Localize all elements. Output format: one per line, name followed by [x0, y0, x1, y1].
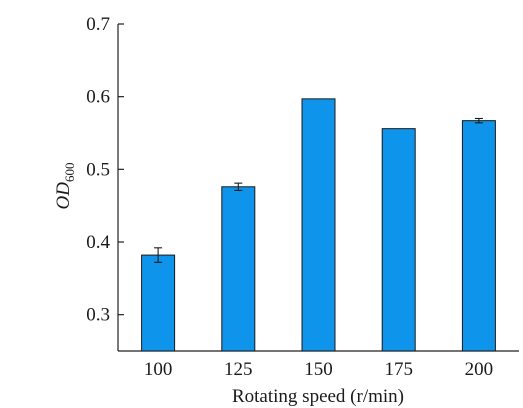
y-axis-title: OD600	[53, 163, 77, 210]
bar-175	[381, 128, 416, 352]
x-tick-label: 125	[224, 359, 253, 380]
error-bars	[154, 117, 483, 263]
y-tick-label: 0.4	[86, 232, 110, 253]
x-axis-title: Rotating speed (r/min)	[232, 386, 404, 407]
y-axis-title-main: OD	[53, 182, 74, 210]
y-tick-label: 0.6	[86, 87, 110, 108]
y-axis-title-subscript: 600	[62, 163, 77, 183]
x-tick-label: 200	[465, 359, 494, 380]
y-tick-label: 0.5	[86, 159, 110, 180]
bar-100	[141, 254, 176, 352]
bar-150	[301, 98, 336, 352]
y-ticks: 0.3 0.4 0.5 0.6 0.7	[86, 14, 124, 326]
y-tick-label: 0.3	[86, 305, 110, 326]
bars	[141, 98, 496, 352]
x-tick-label: 175	[384, 359, 413, 380]
x-tick-label: 150	[304, 359, 333, 380]
x-tick-label: 100	[144, 359, 173, 380]
bar-200	[461, 120, 496, 352]
y-tick-label: 0.7	[86, 14, 110, 35]
y-axis: 0.3 0.4 0.5 0.6 0.7	[86, 14, 124, 351]
bar-125	[221, 186, 256, 352]
x-ticks: 100 125 150 175 200	[144, 345, 493, 380]
